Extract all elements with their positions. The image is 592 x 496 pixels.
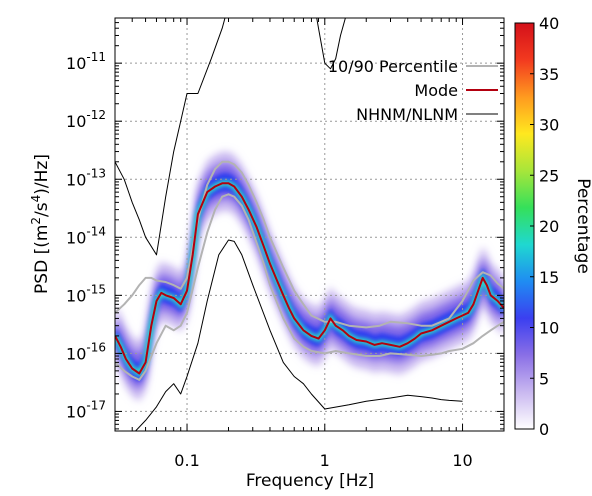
- legend-label-percentile: 10/90 Percentile: [328, 57, 458, 76]
- series-lines: [115, 18, 504, 431]
- colorbar-tick-label: 30: [539, 116, 559, 135]
- legend-label-mode: Mode: [414, 81, 458, 100]
- colorbar-label: Percentage: [573, 178, 592, 274]
- nhnm-line: [115, 18, 346, 256]
- colorbar-tick-label: 15: [539, 268, 559, 287]
- x-tick-label: 1: [320, 451, 330, 470]
- y-axis-label-mid: /s: [32, 202, 52, 217]
- y-axis-label: PSD [(m2/s4)/Hz]: [29, 154, 52, 294]
- legend: 10/90 Percentile Mode NHNM/NLNM: [328, 57, 498, 124]
- colorbar-tick-label: 10: [539, 319, 559, 338]
- colorbar-tick-label: 5: [539, 369, 549, 388]
- density-band-middle: [115, 163, 504, 390]
- mode-line: [115, 182, 504, 375]
- y-tick-label: 10-13: [66, 166, 106, 189]
- y-tick-label: 10-12: [66, 108, 106, 131]
- colorbar-tick-label: 40: [539, 14, 559, 33]
- colorbar-tick-label: 20: [539, 217, 559, 236]
- y-tick-label: 10-16: [66, 340, 106, 363]
- percentile-10-line: [115, 193, 504, 381]
- colorbar-tick-label: 35: [539, 65, 559, 84]
- y-ticks: 10-17 10-16 10-15 10-14 10-13 10-12 10-11: [66, 17, 504, 430]
- colorbar-tick-label: 0: [539, 420, 549, 439]
- y-tick-label: 10-17: [66, 398, 106, 421]
- y-tick-label: 10-14: [66, 224, 106, 247]
- colorbar-ticks: 0 5 10 15 20 25 30 35 40: [530, 14, 559, 439]
- x-ticks: 0.1 1 10: [114, 18, 505, 470]
- y-tick-label: 10-15: [66, 282, 106, 305]
- plot-area: [115, 18, 504, 431]
- x-tick-label: 0.1: [174, 451, 199, 470]
- y-axis-label-prefix: PSD [(m: [32, 225, 52, 294]
- colorbar-tick-label: 25: [539, 166, 559, 185]
- x-axis-label: Frequency [Hz]: [246, 471, 374, 491]
- legend-label-noise-models: NHNM/NLNM: [356, 105, 458, 124]
- y-tick-label: 10-11: [66, 50, 106, 73]
- nlnm-line: [134, 239, 463, 431]
- y-axis-label-sup2: 4: [29, 195, 43, 203]
- colorbar: 0 5 10 15 20 25 30 35 40 Percentage: [514, 14, 592, 439]
- y-axis-label-suffix: )/Hz]: [32, 154, 52, 195]
- plot-frame: [114, 17, 505, 432]
- y-axis-label-sup1: 2: [29, 217, 43, 225]
- percentile-90-line: [115, 160, 504, 329]
- x-tick-label: 10: [452, 451, 472, 470]
- grid-lines: [115, 18, 504, 431]
- density-band-inner: [115, 173, 504, 382]
